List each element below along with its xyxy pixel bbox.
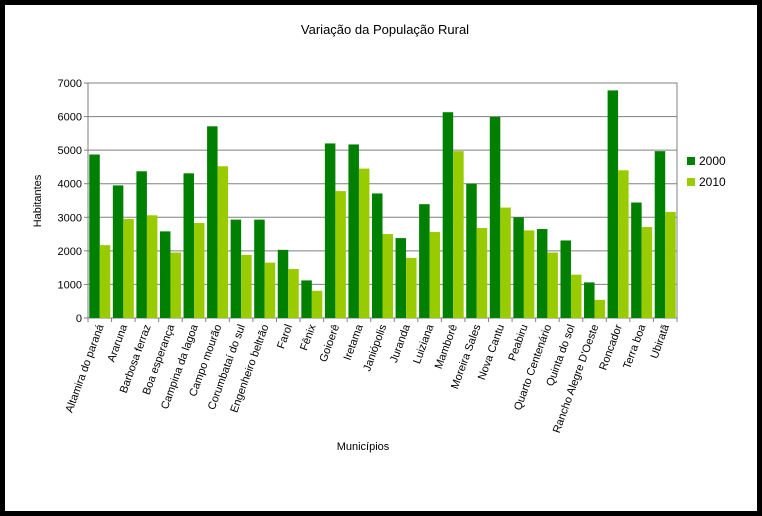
y-axis-label: Habitantes [32, 174, 44, 227]
bar-2010-8 [288, 268, 299, 318]
legend-label-2010: 2010 [699, 175, 726, 189]
bar-2010-6 [241, 254, 252, 318]
bar-2010-24 [665, 211, 676, 318]
y-tick-label: 1000 [58, 279, 82, 291]
y-tick-label: 4000 [58, 179, 82, 191]
x-tick-label: Farol [275, 323, 295, 351]
bar-2010-11 [358, 168, 370, 318]
x-tick-label: Goioerê [318, 323, 343, 364]
x-tick-label: Ubiratã [649, 322, 673, 360]
bar-2000-14 [419, 204, 430, 318]
bar-2000-24 [654, 151, 666, 318]
y-tick-label: 5000 [58, 145, 82, 157]
bar-2010-9 [311, 290, 323, 318]
bar-2000-21 [584, 282, 595, 318]
bar-2010-10 [335, 191, 346, 318]
bar-2010-18 [523, 230, 535, 318]
bar-2000-17 [489, 116, 501, 319]
y-tick-label: 0 [76, 313, 82, 325]
x-tick-label: Terra boa [621, 322, 648, 371]
bar-2010-15 [453, 151, 464, 318]
bar-2000-22 [607, 90, 619, 318]
bar-2010-14 [429, 232, 441, 318]
x-tick-label: Juranda [388, 322, 413, 364]
x-tick-label: Janiópolis [361, 322, 389, 373]
x-tick-label: Mamborê [433, 323, 460, 371]
bar-2010-19 [547, 252, 558, 318]
bar-2010-21 [594, 299, 606, 318]
bar-2010-12 [382, 234, 393, 318]
x-tick-label: Luiziana [411, 322, 437, 365]
bar-2010-3 [170, 252, 181, 318]
bar-2010-7 [264, 262, 276, 318]
bar-2010-1 [123, 218, 134, 318]
y-tick-label: 6000 [58, 112, 82, 124]
bar-2010-5 [217, 166, 229, 318]
bar-2010-22 [618, 170, 629, 318]
legend-swatch-2010 [687, 178, 695, 186]
bar-2000-8 [277, 249, 289, 318]
bar-2000-13 [395, 238, 407, 318]
bar-2000-12 [372, 193, 383, 318]
bar-2010-13 [406, 257, 417, 318]
bar-2010-20 [570, 274, 582, 318]
bar-2000-10 [324, 143, 336, 318]
bar-2000-5 [207, 126, 218, 318]
bar-2000-15 [442, 112, 454, 318]
chart-frame: Variação da População Rural 0 1000 2000 300… [5, 5, 757, 511]
bar-2000-1 [112, 185, 124, 318]
bar-2010-0 [99, 245, 111, 318]
x-tick-label: Fênix [298, 322, 319, 352]
legend: 2000 2010 [687, 154, 726, 189]
bar-2010-17 [500, 207, 511, 318]
bar-2000-23 [631, 202, 642, 318]
y-tick-label: 7000 [58, 78, 82, 90]
y-tick-label: 3000 [58, 212, 82, 224]
bar-2000-11 [348, 144, 359, 318]
bar-2000-7 [254, 219, 265, 318]
bar-2010-23 [641, 227, 653, 318]
bar-2000-3 [159, 231, 171, 318]
x-tick-label: Iretama [342, 322, 366, 362]
bar-2000-9 [301, 280, 312, 318]
legend-swatch-2000 [687, 157, 695, 165]
legend-label-2000: 2000 [699, 154, 726, 168]
y-tick-label: 2000 [58, 246, 82, 258]
chart-title: Variação da População Rural [301, 22, 469, 37]
bar-2000-19 [536, 229, 548, 318]
bar-2000-4 [183, 173, 195, 318]
x-tick-label: Araruna [105, 322, 130, 364]
bar-2000-0 [89, 154, 100, 318]
bar-2000-18 [513, 217, 524, 318]
bar-2010-16 [476, 228, 488, 318]
x-axis-label: Municípios [337, 441, 390, 453]
bar-2010-2 [146, 215, 158, 318]
bar-2000-20 [560, 240, 571, 318]
bar-chart: Variação da População Rural 0 1000 2000 300… [32, 22, 726, 453]
bar-2000-16 [466, 183, 477, 318]
x-tick-label: Peabiru [506, 323, 530, 363]
x-tick-label: Altamira do paraná [64, 322, 107, 414]
bar-2010-4 [194, 222, 205, 318]
bar-2000-2 [136, 171, 147, 318]
bar-2000-6 [230, 219, 242, 318]
x-tick-label: Roncador [597, 323, 625, 372]
